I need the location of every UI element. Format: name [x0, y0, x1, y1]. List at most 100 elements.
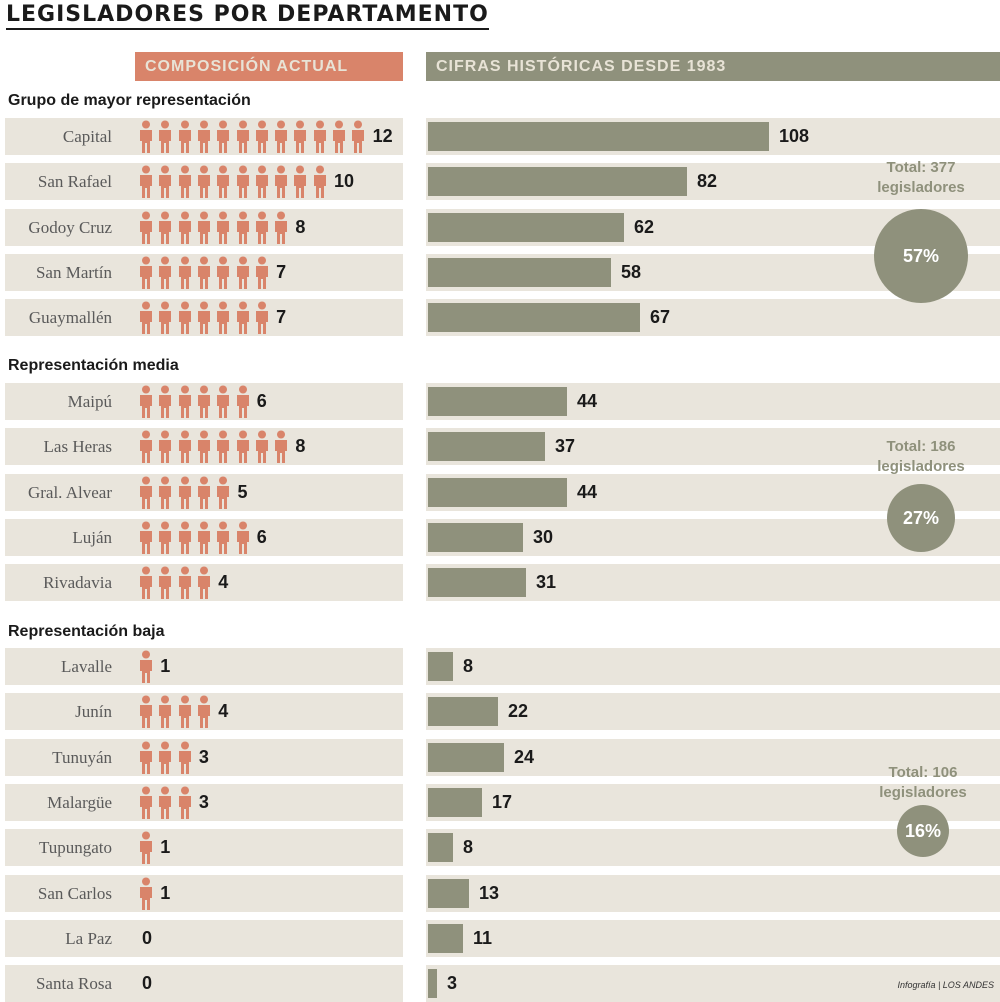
group-title: Representación media [8, 357, 179, 374]
legislator-figure-icon [217, 256, 230, 289]
historic-value-label: 30 [533, 527, 554, 547]
legislator-figure-icon [140, 786, 152, 819]
source-credit: Infografía | LOS ANDES [897, 980, 994, 990]
legislator-figure-icon [236, 430, 249, 463]
group-percent-circle: 16% [897, 805, 949, 857]
legislator-figure-icon [236, 385, 249, 418]
department-label: Santa Rosa [35, 974, 112, 993]
row-background-left [5, 739, 403, 776]
historic-value-label: 82 [697, 171, 718, 191]
historic-value-label: 13 [479, 883, 500, 903]
legislator-figure-icon [197, 211, 210, 244]
department-label: San Martín [35, 263, 112, 282]
legislator-figure-icon [178, 120, 191, 153]
current-count-label: 0 [142, 973, 153, 993]
legislator-figure-icon [159, 301, 172, 334]
row-background-left [5, 875, 403, 912]
legislator-figure-icon [275, 165, 288, 198]
current-count-label: 3 [198, 792, 209, 812]
legislator-figure-icon [159, 566, 172, 599]
historic-bar [428, 258, 611, 287]
group-total-sublabel: legisladores [879, 784, 967, 801]
historic-bar [428, 478, 567, 507]
legislator-figure-icon [255, 211, 268, 244]
row-background-right [426, 648, 1000, 685]
legislator-figure-icon [236, 301, 249, 334]
legislator-figure-icon [178, 211, 191, 244]
historic-bar [428, 523, 523, 552]
legislator-figure-icon [178, 786, 191, 819]
current-count-label: 6 [256, 527, 267, 547]
historic-bar [428, 697, 498, 726]
department-label: Tupungato [38, 838, 112, 857]
legislator-figure-icon [140, 301, 152, 334]
historic-value-label: 3 [447, 973, 458, 993]
department-label: Luján [72, 528, 112, 547]
group-percent-circle: 27% [887, 484, 955, 552]
department-label: Gral. Alvear [27, 483, 112, 502]
current-count-label: 7 [276, 262, 287, 282]
historic-bar [428, 743, 504, 772]
row-background-right [426, 920, 1000, 957]
legislator-figure-icon [255, 165, 268, 198]
legislator-figure-icon [178, 165, 191, 198]
legislator-figure-icon [236, 165, 249, 198]
historic-value-label: 31 [536, 572, 557, 592]
current-count-label: 1 [160, 656, 171, 676]
department-label: Rivadavia [43, 573, 112, 592]
legislator-figure-icon [159, 120, 172, 153]
legislator-figure-icon [140, 256, 152, 289]
legislator-figure-icon [197, 165, 210, 198]
historic-value-label: 62 [634, 217, 655, 237]
current-count-label: 0 [142, 928, 153, 948]
historic-bar [428, 213, 624, 242]
department-label: Guaymallén [28, 308, 112, 327]
historic-value-label: 8 [463, 837, 474, 857]
group-title: Grupo de mayor representación [8, 92, 251, 109]
legislator-figure-icon [197, 566, 210, 599]
current-count-label: 8 [295, 217, 306, 237]
current-count-label: 1 [160, 883, 171, 903]
legislator-figure-icon [255, 256, 268, 289]
legislator-figure-icon [197, 301, 210, 334]
department-label: Las Heras [43, 437, 112, 456]
current-count-label: 10 [334, 171, 355, 191]
historic-value-label: 17 [492, 792, 513, 812]
department-label: Tunuyán [52, 748, 112, 767]
current-count-label: 6 [256, 391, 267, 411]
historic-value-label: 8 [463, 656, 474, 676]
current-count-label: 12 [372, 126, 393, 146]
legislator-figure-icon [140, 741, 152, 774]
legislator-figure-icon [178, 521, 191, 554]
legislator-figure-icon [159, 521, 172, 554]
legislator-figure-icon [275, 430, 288, 463]
legislator-figure-icon [313, 165, 326, 198]
historic-bar [428, 969, 437, 998]
legislator-figure-icon [178, 256, 191, 289]
legislator-figure-icon [217, 385, 230, 418]
legislator-figure-icon [140, 165, 152, 198]
legislator-figure-icon [197, 256, 210, 289]
legislator-figure-icon [197, 120, 210, 153]
legislator-figure-icon [178, 695, 191, 728]
historic-bar [428, 833, 453, 862]
historic-bar [428, 122, 769, 151]
row-background-left [5, 829, 403, 866]
legislator-figure-icon [159, 786, 172, 819]
chart-title: LEGISLADORES POR DEPARTAMENTO [6, 2, 489, 30]
legislator-figure-icon [275, 211, 288, 244]
legislator-figure-icon [159, 476, 172, 509]
legislator-figure-icon [313, 120, 326, 153]
current-count-label: 5 [237, 482, 248, 502]
legislator-figure-icon [140, 650, 152, 683]
historic-value-label: 22 [508, 701, 529, 721]
legislator-figure-icon [217, 430, 230, 463]
department-label: Maipú [67, 392, 112, 411]
historic-value-label: 108 [779, 126, 810, 146]
row-background-right [426, 875, 1000, 912]
historic-bar [428, 432, 545, 461]
group-total-label: Total: 377 [886, 159, 956, 176]
legislator-figure-icon [178, 476, 191, 509]
legislator-figure-icon [255, 301, 268, 334]
group-total-sublabel: legisladores [877, 179, 965, 196]
